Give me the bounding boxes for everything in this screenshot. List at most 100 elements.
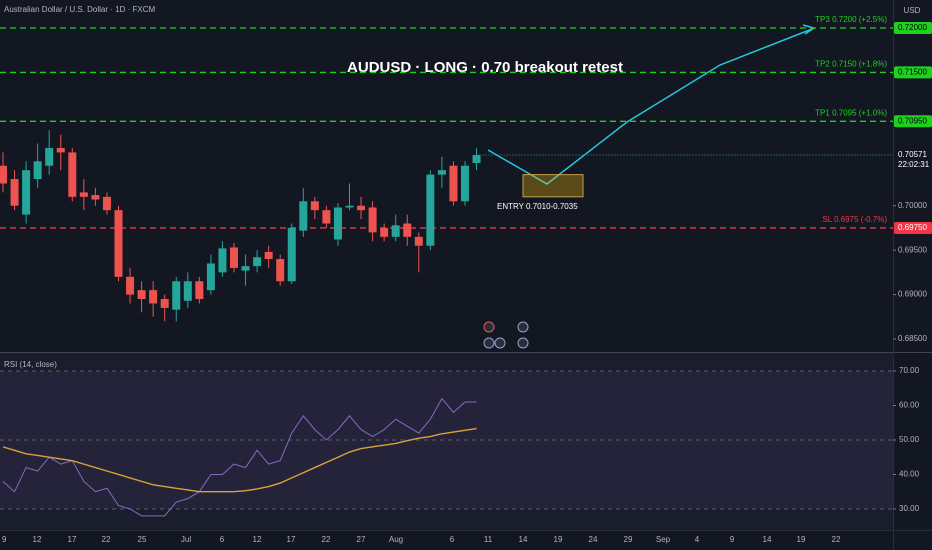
rsi-tick-label: 30.00 [899, 504, 920, 513]
y-tick-label: 0.69000 [898, 290, 927, 299]
rsi-tick-label: 70.00 [899, 366, 920, 375]
entry-zone [522, 174, 584, 198]
countdown-label: 22:02:31 [898, 160, 930, 169]
x-tick-label: 22 [832, 535, 841, 544]
candle-body [345, 205, 354, 208]
x-tick-label: 17 [68, 535, 77, 544]
candle-body [0, 165, 7, 184]
candle-body [172, 281, 181, 310]
candle-body [449, 165, 458, 202]
last-price-tag [894, 147, 932, 172]
level-tag-label: 0.70950 [898, 116, 927, 125]
candle-body [230, 247, 238, 268]
candle-body [10, 179, 19, 206]
level-label: TP2 0.7150 (+1.8%) [815, 60, 887, 69]
candle-body [368, 207, 377, 233]
event-icon [483, 321, 495, 333]
x-tick-label: 22 [102, 535, 111, 544]
candle-body [403, 223, 412, 237]
candle-body [253, 257, 262, 267]
candle-body [426, 174, 435, 246]
rsi-tick-label: 50.00 [899, 435, 920, 444]
candle-body [322, 210, 331, 224]
candle-body [391, 225, 400, 237]
x-tick-label: Sep [656, 535, 671, 544]
entry-label: ENTRY 0.7010-0.7035 [497, 202, 578, 211]
candle-body [114, 210, 123, 277]
x-tick-label: Aug [389, 535, 403, 544]
x-tick-label: 12 [253, 535, 262, 544]
currency: USD [904, 6, 921, 15]
candle-body [79, 192, 88, 197]
candle-body [45, 147, 54, 166]
x-tick-label: 14 [519, 535, 528, 544]
level-label: TP3 0.7200 (+2.5%) [815, 15, 887, 24]
event-icon [494, 337, 506, 349]
candle-body [68, 152, 77, 197]
x-tick-label: 19 [797, 535, 806, 544]
candle-body [414, 236, 423, 246]
level-tag [894, 221, 932, 234]
x-tick-label: 9 [2, 535, 7, 544]
candle-body [264, 251, 273, 260]
symbol-header: Australian Dollar / U.S. Dollar · 1D · F… [4, 5, 155, 14]
x-tick-label: 24 [589, 535, 598, 544]
x-tick-label: 19 [554, 535, 563, 544]
candle-body [333, 207, 342, 240]
x-tick-label: 29 [624, 535, 633, 544]
candle-body [160, 299, 169, 308]
candle-body [310, 201, 319, 211]
x-tick-label: 4 [695, 535, 700, 544]
candle-body [461, 165, 469, 202]
candle-body [380, 227, 389, 237]
x-tick-label: Jul [181, 535, 191, 544]
candle-body [91, 195, 100, 200]
candle-body [206, 263, 215, 291]
rsi-line [2, 427, 477, 493]
event-icon [483, 337, 495, 349]
level-tag-label: 0.71500 [898, 68, 927, 77]
candle-body [287, 227, 296, 282]
x-tick-label: 17 [287, 535, 296, 544]
candle-body [195, 281, 204, 300]
level-tag-label: 0.69750 [898, 223, 927, 232]
level-tag [894, 66, 932, 79]
level-tag [894, 21, 932, 34]
candle-body [33, 161, 42, 180]
candle-body [299, 201, 308, 231]
candle-body [22, 170, 31, 215]
level-tag [894, 115, 932, 128]
chart-title: AUDUSD · LONG · 0.70 breakout retest [347, 59, 623, 76]
x-tick-label: 6 [220, 535, 225, 544]
candle-body [241, 266, 250, 271]
x-tick-label: 6 [450, 535, 455, 544]
event-icons [483, 321, 529, 349]
event-icon [517, 337, 529, 349]
x-tick-label: 9 [730, 535, 735, 544]
candle-body [218, 248, 227, 273]
y-tick-label: 0.70000 [898, 201, 927, 210]
y-tick-label: 0.69500 [898, 245, 927, 254]
level-label: SL 0.6975 (-0.7%) [822, 215, 887, 224]
candle-body [149, 290, 158, 304]
rsi-tick-label: 60.00 [899, 401, 920, 410]
candle-body [276, 259, 285, 282]
candle-body [102, 196, 111, 211]
y-tick-label: 0.68500 [898, 334, 927, 343]
x-tick-label: 14 [763, 535, 772, 544]
rsi-line [2, 397, 477, 517]
x-tick-label: 22 [322, 535, 331, 544]
level-label: TP1 0.7095 (+1.0%) [815, 108, 887, 117]
candle-body [183, 281, 192, 301]
candle-body [472, 155, 481, 164]
candle-body [137, 290, 146, 300]
rsi-band [0, 370, 893, 509]
projection-path [487, 28, 813, 185]
event-icon [517, 321, 529, 333]
last-price-label: 0.70571 [898, 150, 927, 159]
rsi-label: RSI (14, close) [4, 360, 57, 369]
x-tick-label: 27 [357, 535, 366, 544]
level-tag-label: 0.72000 [898, 23, 927, 32]
